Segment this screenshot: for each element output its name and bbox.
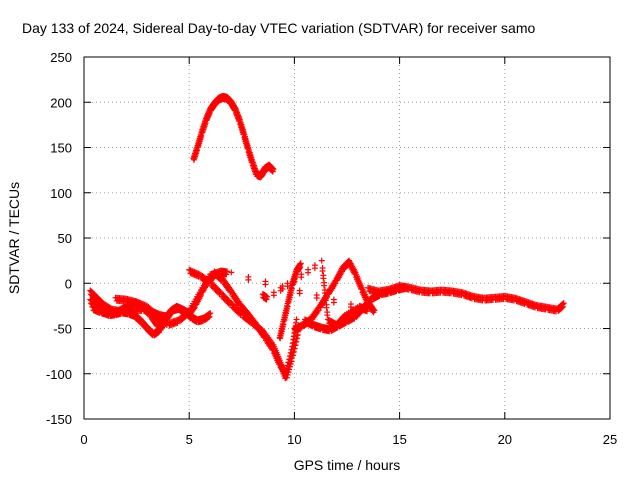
data-point bbox=[228, 287, 242, 308]
y-tick-label: 50 bbox=[58, 231, 72, 246]
chart-title: Day 133 of 2024, Sidereal Day-to-day VTE… bbox=[22, 20, 535, 36]
data-point bbox=[522, 298, 539, 311]
plot-border bbox=[83, 56, 611, 420]
data-point bbox=[257, 165, 268, 180]
data-point bbox=[301, 316, 316, 330]
data-point bbox=[118, 305, 135, 317]
data-point bbox=[333, 265, 346, 284]
data-point bbox=[175, 308, 191, 325]
y-tick-label: 0 bbox=[65, 276, 72, 291]
data-point bbox=[228, 269, 235, 276]
data-point bbox=[293, 316, 300, 323]
y-tick-label: 100 bbox=[50, 186, 72, 201]
data-point bbox=[203, 106, 213, 124]
data-point bbox=[186, 266, 202, 280]
y-tick-label: 150 bbox=[50, 141, 72, 156]
data-series-arc-j bbox=[365, 282, 567, 315]
y-tick-label: 250 bbox=[50, 50, 72, 65]
x-tick-label: 5 bbox=[186, 432, 193, 447]
data-point bbox=[560, 300, 567, 307]
data-point bbox=[417, 286, 433, 297]
data-point bbox=[207, 310, 214, 317]
data-point bbox=[217, 289, 233, 308]
data-point bbox=[285, 282, 295, 306]
data-point bbox=[165, 312, 172, 319]
data-point bbox=[325, 277, 339, 297]
data-point bbox=[341, 304, 361, 320]
data-point bbox=[264, 262, 318, 300]
data-point bbox=[280, 300, 291, 324]
data-point bbox=[282, 346, 295, 375]
data-point bbox=[371, 307, 378, 314]
data-series-arc-g bbox=[276, 260, 304, 342]
data-point bbox=[224, 268, 231, 275]
x-tick-label: 20 bbox=[498, 432, 512, 447]
y-tick-label: -50 bbox=[53, 322, 72, 337]
data-point bbox=[186, 291, 202, 315]
data-series-scatter-misc bbox=[228, 257, 372, 330]
data-point bbox=[245, 273, 372, 312]
ticks: -150 -100 -50 0 50 100 150 200 250 0 5 10 15 20 25 bbox=[46, 50, 617, 447]
data-point bbox=[358, 284, 371, 306]
y-tick-label: -100 bbox=[46, 367, 72, 382]
x-tick-label: 15 bbox=[392, 432, 406, 447]
data-point bbox=[270, 166, 277, 173]
data-points bbox=[87, 92, 567, 382]
x-tick-label: 25 bbox=[603, 432, 617, 447]
data-series-arc-h bbox=[291, 257, 378, 334]
y-axis-label: SDTVAR / TECUs bbox=[6, 182, 22, 294]
data-point bbox=[293, 261, 304, 275]
data-point bbox=[333, 313, 347, 329]
grid bbox=[84, 57, 610, 419]
x-tick-label: 10 bbox=[287, 432, 301, 447]
data-series-arc-f bbox=[211, 268, 300, 377]
y-tick-label: -150 bbox=[46, 412, 72, 427]
y-tick-label: 200 bbox=[50, 95, 72, 110]
data-series-arc-d bbox=[112, 267, 231, 329]
data-series-arc-high bbox=[190, 92, 277, 181]
data-point bbox=[318, 257, 331, 319]
data-point bbox=[297, 260, 304, 267]
data-point bbox=[346, 257, 358, 277]
x-tick-label: 0 bbox=[80, 432, 87, 447]
x-axis-label: GPS time / hours bbox=[294, 457, 401, 473]
